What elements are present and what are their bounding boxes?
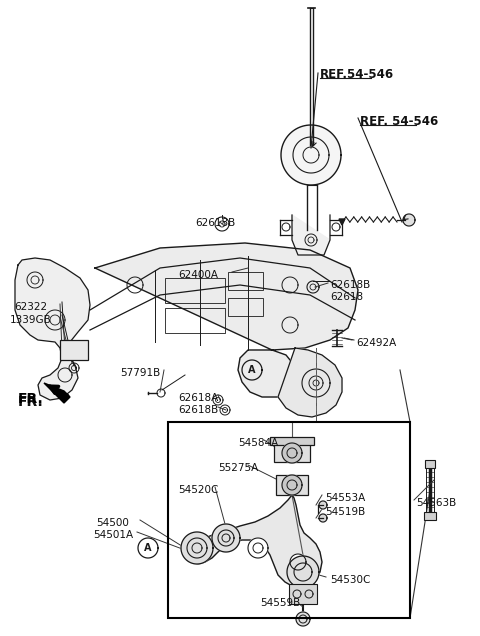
Text: A: A: [144, 543, 152, 553]
Text: 54530C: 54530C: [330, 575, 371, 585]
Text: 54553A: 54553A: [325, 493, 365, 503]
Bar: [425, 460, 435, 468]
Text: 62492A: 62492A: [356, 338, 396, 348]
Text: 57791B: 57791B: [120, 368, 160, 378]
Text: 54584A: 54584A: [238, 438, 278, 448]
Text: 62618A: 62618A: [178, 393, 218, 403]
Polygon shape: [187, 495, 322, 587]
Bar: [228, 272, 263, 290]
Bar: [168, 422, 410, 618]
Polygon shape: [282, 443, 302, 463]
Polygon shape: [296, 612, 310, 626]
Bar: [60, 340, 88, 360]
Text: 1339GB: 1339GB: [10, 315, 52, 325]
Text: REF.54-546: REF.54-546: [320, 68, 394, 81]
Text: FR.: FR.: [18, 392, 44, 406]
Polygon shape: [282, 475, 302, 495]
Text: 62400A: 62400A: [178, 270, 218, 280]
Text: 62618: 62618: [330, 292, 363, 302]
Text: 54559B: 54559B: [260, 598, 300, 608]
Polygon shape: [44, 383, 70, 403]
Polygon shape: [15, 258, 90, 400]
Bar: [165, 308, 225, 333]
Bar: [276, 475, 308, 495]
Text: 54500: 54500: [96, 518, 129, 528]
Text: 62322: 62322: [14, 302, 47, 312]
Bar: [270, 437, 314, 445]
Polygon shape: [278, 348, 342, 417]
Text: FR.: FR.: [18, 395, 44, 409]
Bar: [228, 298, 263, 316]
Polygon shape: [339, 219, 345, 225]
Text: 55275A: 55275A: [218, 463, 258, 473]
Text: 62618B: 62618B: [178, 405, 218, 415]
Polygon shape: [319, 514, 327, 522]
Polygon shape: [281, 125, 341, 185]
Polygon shape: [248, 538, 268, 558]
Polygon shape: [292, 215, 330, 255]
Polygon shape: [181, 532, 213, 564]
Polygon shape: [403, 214, 415, 226]
Bar: [274, 440, 310, 462]
Text: A: A: [248, 365, 256, 375]
Polygon shape: [95, 243, 358, 397]
Bar: [424, 512, 436, 520]
Text: 54563B: 54563B: [416, 498, 456, 508]
Text: 54520C: 54520C: [178, 485, 218, 495]
Text: 62618B: 62618B: [195, 218, 235, 228]
Polygon shape: [287, 556, 319, 588]
Bar: [289, 584, 317, 604]
Bar: [165, 278, 225, 303]
Text: 54501A: 54501A: [93, 530, 133, 540]
Polygon shape: [319, 501, 327, 509]
Polygon shape: [212, 524, 240, 552]
Text: REF. 54-546: REF. 54-546: [360, 115, 438, 128]
Text: 62618B: 62618B: [330, 280, 370, 290]
Polygon shape: [290, 554, 306, 570]
Text: 54519B: 54519B: [325, 507, 365, 517]
